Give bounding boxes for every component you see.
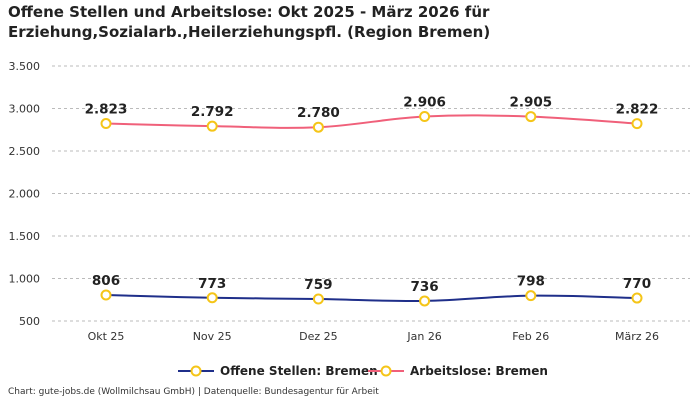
data-labels: 806 773 759 736 798 770 2.823 2.792 2.780 2.906 2.…	[85, 94, 659, 294]
y-tick-label: 1.000	[9, 273, 41, 286]
data-label: 806	[92, 273, 120, 289]
y-tick-label: 1.500	[9, 230, 41, 243]
x-tick-label: Okt 25	[88, 330, 125, 343]
data-label: 2.792	[191, 104, 234, 120]
data-label: 736	[411, 279, 439, 295]
grid-lines	[52, 65, 690, 322]
data-point	[312, 293, 324, 305]
data-point	[525, 290, 537, 302]
data-point	[100, 118, 112, 130]
series-line	[105, 114, 638, 129]
data-point	[419, 110, 431, 122]
data-point	[631, 118, 643, 130]
data-label: 759	[304, 277, 332, 293]
y-axis-ticks: 500 1.000 1.500 2.000 2.500 3.000 3.500	[9, 60, 41, 328]
x-tick-label: Feb 26	[512, 330, 549, 343]
y-tick-label: 500	[19, 315, 40, 328]
data-point	[525, 111, 537, 123]
x-axis-ticks: Okt 25 Nov 25 Dez 25 Jan 26 Feb 26 März 26	[88, 330, 659, 343]
series-markers	[100, 110, 643, 307]
data-label: 2.905	[509, 95, 552, 111]
chart-footer: Chart: gute-jobs.de (Wollmilchsau GmbH) …	[8, 387, 379, 397]
x-tick-label: März 26	[615, 330, 659, 343]
x-tick-label: Jan 26	[406, 330, 441, 343]
legend-label: Offene Stellen: Bremen	[220, 364, 378, 378]
data-point	[206, 120, 218, 132]
legend-swatch-marker	[380, 365, 392, 377]
y-tick-label: 3.000	[9, 103, 41, 116]
legend-swatch-marker	[190, 365, 202, 377]
x-tick-label: Nov 25	[193, 330, 232, 343]
y-tick-label: 3.500	[9, 60, 41, 73]
legend: Offene Stellen: Bremen Arbeitslose: Breme…	[178, 364, 548, 378]
data-label: 798	[517, 274, 545, 290]
y-tick-label: 2.000	[9, 188, 41, 201]
data-label: 773	[198, 276, 226, 292]
y-tick-label: 2.500	[9, 145, 41, 158]
data-label: 2.823	[85, 102, 128, 118]
data-point	[206, 292, 218, 304]
data-point	[312, 121, 324, 133]
data-point	[100, 289, 112, 301]
data-label: 2.906	[403, 94, 446, 110]
x-tick-label: Dez 25	[299, 330, 338, 343]
data-point	[419, 295, 431, 307]
series-lines	[105, 114, 638, 303]
legend-label: Arbeitslose: Bremen	[410, 364, 548, 378]
data-label: 2.822	[616, 102, 659, 118]
data-label: 2.780	[297, 105, 340, 121]
data-label: 770	[623, 276, 651, 292]
chart-title: Offene Stellen und Arbeitslose: Okt 2025…	[8, 3, 491, 41]
series-line	[105, 293, 638, 303]
data-point	[631, 292, 643, 304]
